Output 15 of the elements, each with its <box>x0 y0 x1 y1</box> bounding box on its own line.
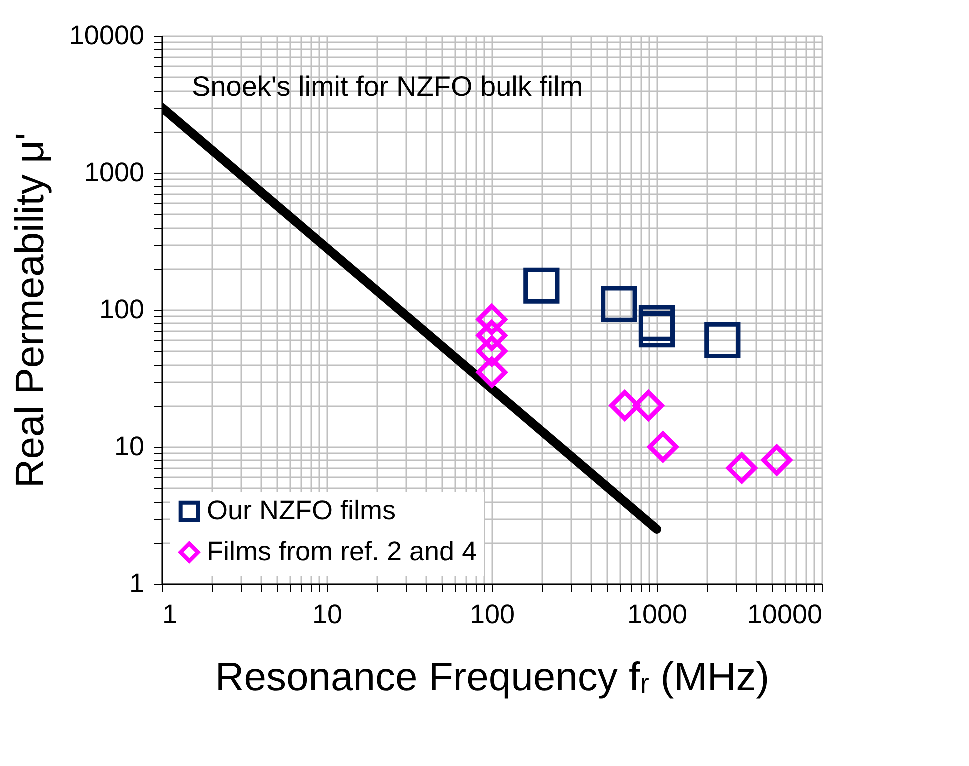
y-tick-label: 1000 <box>84 158 144 188</box>
y-tick-label: 1 <box>129 568 144 598</box>
x-tick-label: 1 <box>162 600 178 630</box>
x-tick-label: 10 <box>312 600 343 630</box>
legend-label: Films from ref. 2 and 4 <box>207 536 478 566</box>
x-tick-label: 100 <box>470 600 516 630</box>
legend-label: Our NZFO films <box>207 496 396 526</box>
x-axis-title: Resonance Frequency fᵣ (MHz) <box>215 656 770 700</box>
x-tick-label: 1000 <box>627 600 688 630</box>
y-tick-label: 10 <box>114 432 144 462</box>
y-tick-label: 10000 <box>69 20 144 50</box>
x-tick-label: 10000 <box>747 600 822 630</box>
y-tick-label: 100 <box>99 294 144 324</box>
annotation: Snoek's limit for NZFO bulk film <box>192 71 584 102</box>
y-axis-title: Real Permeability μ' <box>8 132 52 488</box>
